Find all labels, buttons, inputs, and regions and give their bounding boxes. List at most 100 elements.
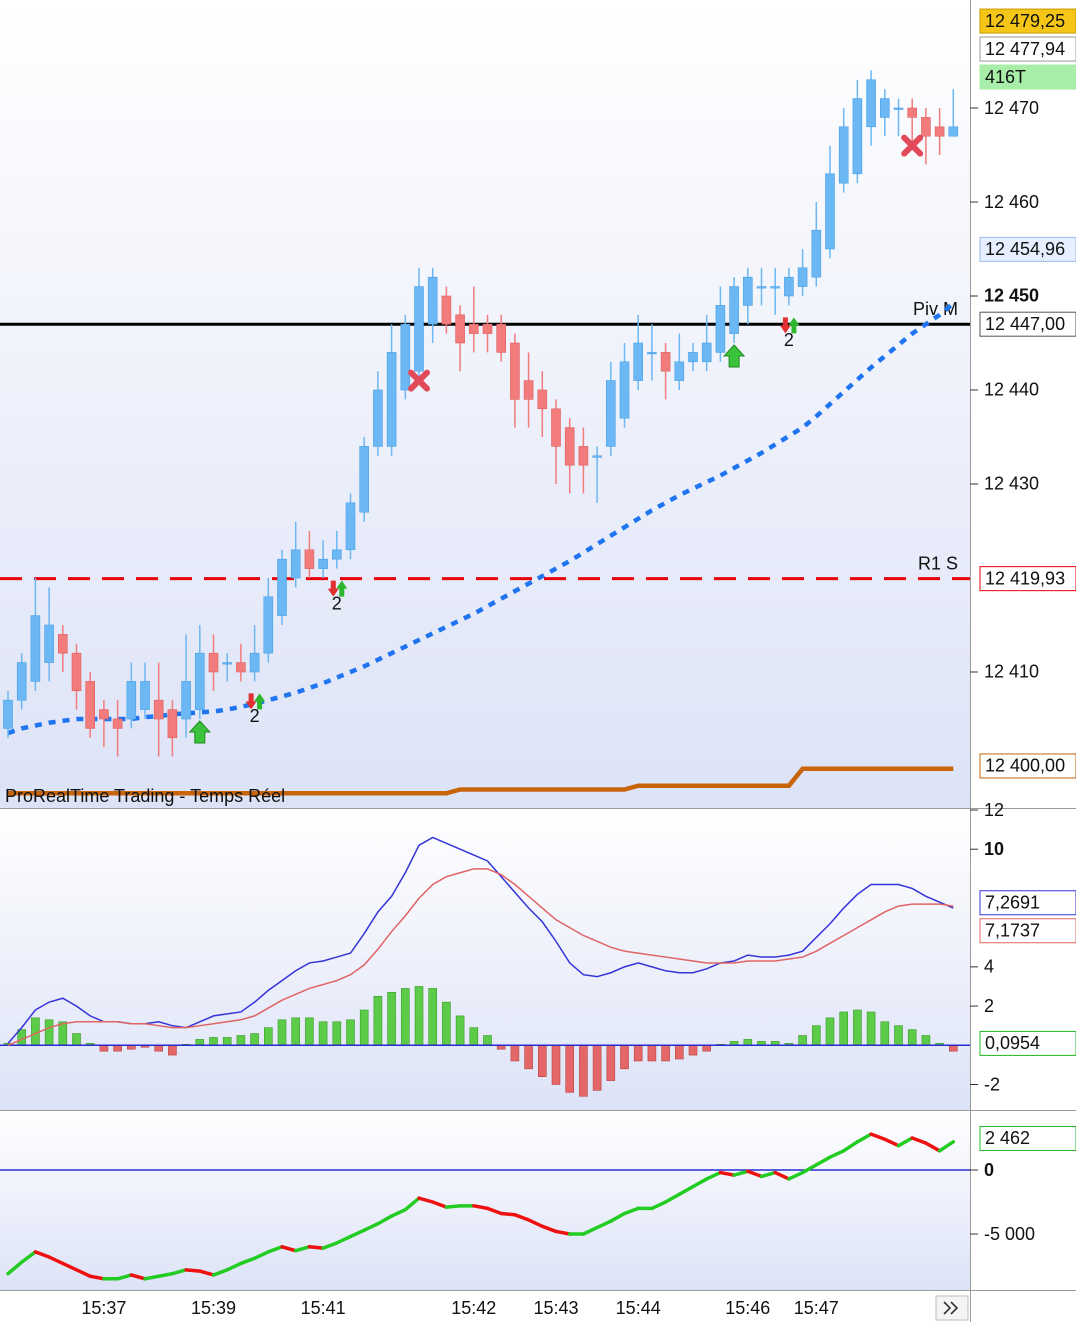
candle-body xyxy=(3,699,13,729)
histogram-bar xyxy=(551,1044,561,1085)
candle-body xyxy=(701,342,712,363)
candle-body xyxy=(85,681,95,729)
histogram-bar xyxy=(291,1017,301,1046)
histogram-bar xyxy=(99,1044,109,1052)
buy-arrow xyxy=(254,693,266,710)
candle-body xyxy=(345,502,356,551)
cumulative-segment xyxy=(896,1136,914,1148)
price-marker xyxy=(979,890,1076,916)
price-marker xyxy=(979,1125,1076,1151)
candle-body xyxy=(414,286,424,372)
x-tick-label: 15:43 xyxy=(533,1298,578,1318)
histogram-bar xyxy=(921,1035,931,1046)
cumulative-segment xyxy=(143,1274,161,1281)
histogram-bar xyxy=(154,1044,163,1052)
histogram-bar xyxy=(633,1044,643,1062)
price-marker-label: 12 479,25 xyxy=(985,11,1065,31)
candle-body xyxy=(784,276,794,297)
cumulative-segment xyxy=(115,1273,134,1281)
cumulative-segment xyxy=(609,1211,627,1223)
candle-body xyxy=(756,286,767,289)
price-marker-label: 7,1737 xyxy=(985,921,1040,941)
candle-body xyxy=(427,276,438,325)
cumulative-segment xyxy=(663,1192,682,1204)
cumulative-segment xyxy=(184,1268,202,1273)
histogram-bar xyxy=(565,1044,575,1093)
candle-body xyxy=(16,662,27,701)
histogram-bar xyxy=(579,1044,588,1097)
candle-body xyxy=(290,549,301,579)
candle-body xyxy=(770,286,781,289)
cumulative-segment xyxy=(883,1137,901,1148)
cumulative-segment xyxy=(307,1245,325,1250)
candle-body xyxy=(715,305,726,353)
cumulative-segment xyxy=(61,1261,79,1272)
histogram-bar xyxy=(606,1044,616,1081)
histogram-bar xyxy=(620,1044,629,1070)
cumulative-segment xyxy=(650,1200,668,1211)
cumulative-segment xyxy=(718,1170,736,1177)
scroll-button-box[interactable] xyxy=(935,1295,969,1321)
candle-body xyxy=(811,229,822,278)
price-marker-label: 2 462 xyxy=(985,1128,1030,1148)
histogram-bar xyxy=(661,1044,670,1062)
buy-arrow xyxy=(336,580,348,597)
histogram-bar xyxy=(277,1019,287,1046)
price-marker xyxy=(979,753,1076,779)
candle-body xyxy=(71,652,82,692)
scroll-button[interactable] xyxy=(935,1295,969,1321)
candle-body xyxy=(455,314,465,344)
cumulative-segment xyxy=(746,1169,764,1179)
cumulative-segment xyxy=(581,1225,599,1236)
candle-body xyxy=(825,173,835,250)
candle-body xyxy=(537,389,548,410)
cumulative-segment xyxy=(403,1196,421,1212)
histogram-bar xyxy=(647,1044,657,1062)
cumulative-segment xyxy=(444,1204,462,1209)
histogram-bar xyxy=(524,1044,533,1070)
price-marker-label: 12 400,00 xyxy=(985,756,1065,776)
price-marker xyxy=(979,566,1076,592)
candle-body xyxy=(373,389,383,447)
level-label: Piv M xyxy=(913,299,958,319)
cumulative-segment xyxy=(266,1245,284,1254)
x-tick-label: 15:44 xyxy=(616,1298,661,1318)
cumulative-segment xyxy=(430,1200,449,1209)
histogram-bar xyxy=(168,1044,177,1056)
scroll-icon[interactable] xyxy=(943,1301,959,1315)
histogram-bar xyxy=(798,1035,807,1046)
candle-body xyxy=(304,549,315,569)
cumulative-segment xyxy=(732,1169,750,1177)
price-marker xyxy=(979,918,1076,944)
buy-arrow xyxy=(722,344,746,368)
y-tick-label: -5 000 xyxy=(984,1224,1035,1244)
histogram-bar xyxy=(811,1025,821,1046)
y-tick-label: 2 xyxy=(984,996,994,1016)
candle-body xyxy=(112,718,123,729)
histogram-bar xyxy=(44,1019,54,1046)
axis-area: 15:37 15:39 15:41 15:42 15:43 15:44 15:46 15:47… xyxy=(81,8,1076,1318)
candle-body xyxy=(468,323,479,334)
cumulative-segment xyxy=(554,1229,572,1236)
cumulative-segment xyxy=(691,1177,709,1189)
indicator-line xyxy=(7,301,955,736)
cumulative-segment xyxy=(74,1268,92,1278)
histogram-bar xyxy=(332,1021,342,1046)
price-marker xyxy=(979,1030,1076,1056)
price-marker-label: 416T xyxy=(985,67,1026,87)
histogram-bar xyxy=(702,1044,712,1052)
candle-body xyxy=(510,342,520,400)
signal-count: 2 xyxy=(332,593,342,613)
histogram-bar xyxy=(236,1035,246,1046)
cumulative-segment xyxy=(33,1250,51,1259)
cumulative-segment xyxy=(472,1204,490,1211)
histogram-bar xyxy=(469,1027,479,1046)
x-tick-label: 15:39 xyxy=(191,1298,236,1318)
candle-body xyxy=(688,352,698,363)
candle-body xyxy=(551,408,561,447)
cumulative-segment xyxy=(499,1211,517,1217)
histogram-bar xyxy=(907,1029,917,1046)
cumulative-segment xyxy=(376,1214,394,1226)
candle-body xyxy=(400,323,411,391)
histogram-bar xyxy=(222,1037,232,1046)
